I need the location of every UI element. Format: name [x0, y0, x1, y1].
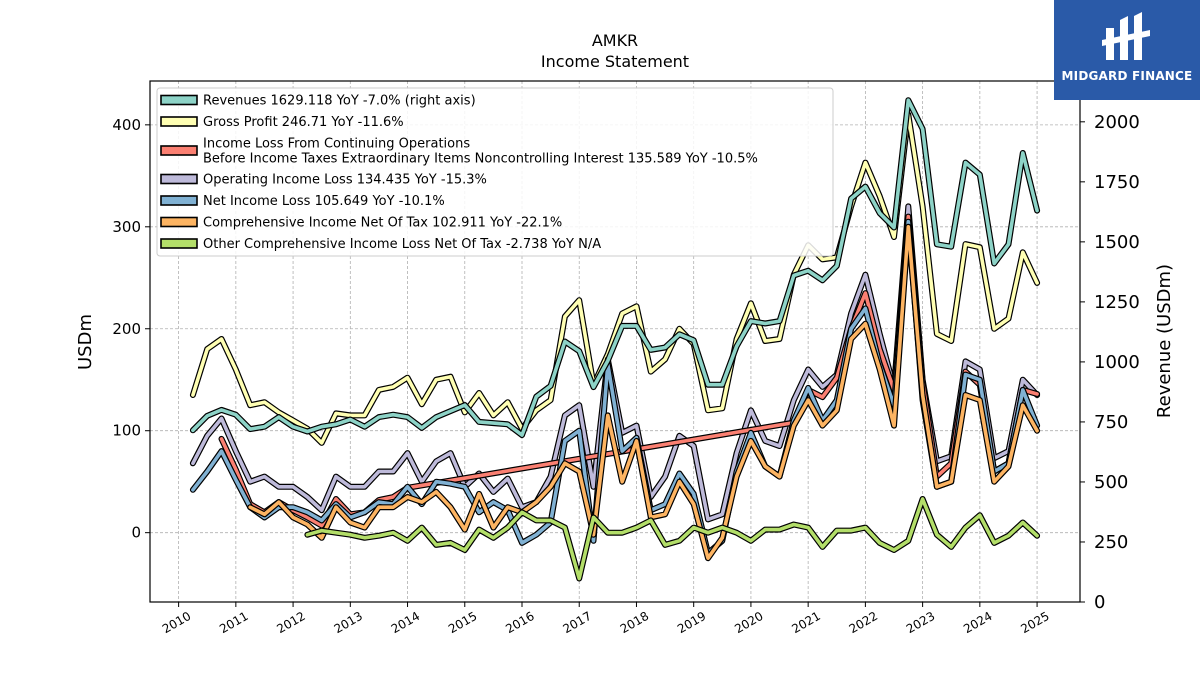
legend-label: Operating Income Loss 134.435 YoY -15.3% [203, 173, 487, 188]
x-tick-label: 2021 [789, 609, 822, 636]
x-tick-label: 2022 [847, 609, 880, 636]
legend-swatch [160, 145, 198, 156]
plot-frame [149, 80, 1081, 603]
legend-label: Before Income Taxes Extraordinary Items … [203, 152, 758, 167]
x-tick-label: 2010 [160, 609, 193, 636]
x-tick-label: 2018 [618, 609, 651, 636]
legend: Revenues 1629.118 YoY -7.0% (right axis)… [156, 87, 834, 257]
y-tick-label-right: 1250 [1094, 292, 1140, 313]
y-tick-label-right: 250 [1094, 532, 1128, 553]
series-line [191, 98, 1039, 437]
y-tick-label-left: 400 [112, 116, 141, 134]
chart-title: AMKR Income Statement [0, 30, 1200, 72]
legend-swatch [160, 195, 198, 206]
y-tick-label-right: 1750 [1094, 172, 1140, 193]
legend-swatch [160, 238, 198, 249]
x-tick-label: 2012 [274, 609, 307, 636]
legend-swatch [160, 216, 198, 228]
legend-swatch [160, 116, 198, 127]
legend-box [156, 87, 834, 257]
y-tick-label-left: 300 [112, 218, 141, 236]
x-tick-label: 2013 [332, 609, 365, 636]
y-tick-label-left: 0 [131, 524, 141, 542]
legend-swatch [160, 94, 198, 106]
y-tick-label-right: 500 [1094, 472, 1128, 493]
chart-title-subtitle: Income Statement [540, 52, 690, 71]
midgard-logo-icon [1102, 12, 1150, 60]
legend-label: Revenues 1629.118 YoY -7.0% (right axis) [203, 94, 476, 109]
legend-label: Income Loss From Continuing Operations [203, 137, 470, 152]
x-tick-label: 2025 [1018, 609, 1051, 636]
x-tick-label: 2016 [503, 609, 536, 636]
x-tick-label: 2020 [732, 609, 765, 636]
x-tick-label: 2017 [561, 609, 594, 636]
brand-name: MIDGARD FINANCE [1061, 69, 1193, 83]
x-tick-label: 2023 [904, 609, 937, 636]
y-tick-label-right: 1500 [1094, 232, 1140, 253]
chart-title-ticker: AMKR [591, 31, 639, 50]
x-tick-label: 2011 [217, 609, 250, 636]
legend-swatch [160, 173, 198, 185]
legend-label: Gross Profit 246.71 YoY -11.6% [203, 115, 404, 130]
y-tick-label-right: 2000 [1094, 112, 1140, 133]
series-lines [189, 97, 1041, 582]
x-tick-label: 2014 [389, 609, 422, 636]
y-axis-label-right: Revenue (USDm) [1154, 264, 1175, 418]
y-axis-label-left: USDm [75, 314, 96, 370]
y-tick-label-right: 750 [1094, 412, 1128, 433]
brand-logo: MIDGARD FINANCE [1054, 0, 1200, 100]
legend-label: Comprehensive Income Net Of Tax 102.911 … [203, 216, 562, 231]
x-tick-label: 2015 [446, 609, 479, 636]
y-tick-label-left: 200 [112, 320, 141, 338]
legend-label: Net Income Loss 105.649 YoY -10.1% [203, 194, 445, 209]
y-tick-label-right: 0 [1094, 592, 1105, 613]
x-tick-label: 2024 [961, 609, 994, 636]
series-line [248, 225, 1039, 561]
series-line [305, 497, 1039, 581]
y-tick-label-right: 1000 [1094, 352, 1140, 373]
legend-label: Other Comprehensive Income Loss Net Of T… [203, 237, 601, 252]
y-tick-label-left: 100 [112, 422, 141, 440]
x-tick-label: 2019 [675, 609, 708, 636]
